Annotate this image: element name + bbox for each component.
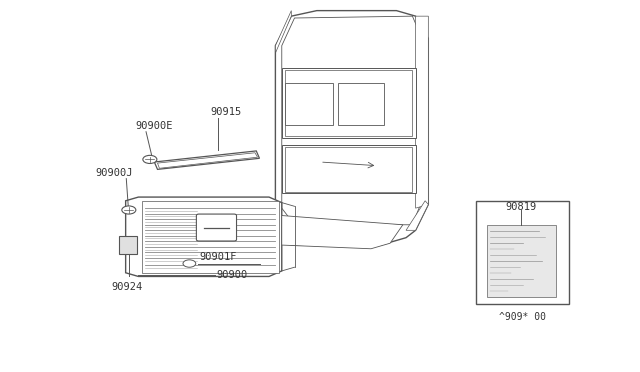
Text: 90900E: 90900E	[135, 121, 173, 131]
Polygon shape	[282, 16, 422, 225]
Text: 90924: 90924	[111, 282, 143, 292]
Polygon shape	[154, 151, 259, 169]
Text: ^909* 00: ^909* 00	[499, 312, 546, 322]
Polygon shape	[282, 215, 403, 249]
Polygon shape	[157, 153, 257, 168]
Polygon shape	[282, 68, 415, 138]
Polygon shape	[415, 16, 428, 208]
Polygon shape	[285, 70, 412, 136]
Polygon shape	[285, 147, 412, 192]
Circle shape	[183, 260, 196, 267]
Circle shape	[143, 155, 157, 163]
Circle shape	[122, 206, 136, 214]
Text: 90819: 90819	[506, 202, 537, 212]
Text: 90915: 90915	[211, 107, 242, 116]
Polygon shape	[125, 197, 282, 276]
Polygon shape	[275, 11, 428, 245]
Polygon shape	[282, 145, 415, 193]
Text: 90900J: 90900J	[96, 168, 133, 178]
Polygon shape	[338, 83, 384, 125]
Polygon shape	[285, 83, 333, 125]
Polygon shape	[275, 11, 291, 53]
Bar	[119, 236, 137, 254]
Bar	[487, 225, 556, 297]
Polygon shape	[141, 201, 278, 273]
Bar	[476, 201, 568, 304]
FancyBboxPatch shape	[196, 214, 237, 241]
Text: 90900: 90900	[216, 270, 248, 280]
Text: 90901F: 90901F	[199, 253, 236, 262]
Polygon shape	[406, 201, 428, 230]
